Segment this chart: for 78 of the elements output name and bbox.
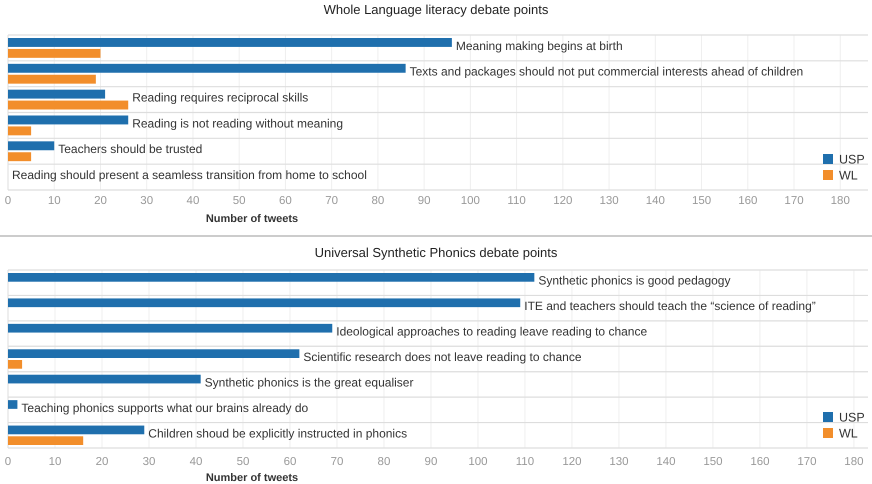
x-tick-label: 130 [599,195,619,207]
bar [8,116,128,124]
x-axis-title: Number of tweets [206,213,298,225]
bar [8,436,84,445]
bar [8,100,128,110]
x-tick-label: 120 [553,195,572,207]
y-tick-label: Reading is not reading without meaning [132,116,344,130]
bar [8,400,18,409]
chart-title: Universal Synthetic Phonics debate points [314,245,558,260]
y-tick-label: Children shoud be explicitly instructed in phonics [148,426,408,440]
x-tick-label: 150 [703,456,723,468]
bar [8,273,534,282]
y-tick-label: Ideological approaches to reading leave reading to chance [336,324,648,339]
y-tick-label: Synthetic phonics is good pedagogy [538,274,730,288]
x-tick-label: 130 [609,456,629,468]
legend-label: WL [839,168,858,182]
x-tick-label: 10 [48,195,61,207]
x-tick-label: 60 [284,456,296,468]
x-tick-label: 90 [418,195,431,207]
bar [8,360,22,369]
y-tick-label: Reading should present a seamless transition from home to school [12,168,367,182]
legend-label: USP [839,152,865,166]
x-tick-label: 180 [830,195,850,207]
x-tick-label: 140 [646,195,665,207]
x-tick-label: 40 [190,456,202,468]
bar [8,349,300,358]
legend-label: USP [839,410,865,424]
x-tick-label: 80 [378,456,390,468]
x-tick-label: 70 [325,195,338,207]
x-tick-label: 10 [48,456,62,468]
y-tick-label: Synthetic phonics is the great equaliser [204,375,414,390]
x-tick-label: 160 [750,456,770,468]
x-tick-label: 170 [797,456,816,468]
y-tick-label: Teaching phonics supports what our brains already do [21,400,309,415]
bar [8,48,100,58]
x-tick-label: 40 [186,195,200,207]
bar [8,141,54,150]
y-tick-label: Teachers should be trusted [58,142,202,156]
chart-title: Whole Language literacy debate points [324,2,549,17]
x-tick-label: 150 [692,195,712,207]
x-tick-label: 100 [468,456,488,468]
x-tick-label: 160 [738,195,758,207]
bar [8,298,520,308]
y-tick-label: Reading requires reciprocal skills [132,90,308,105]
x-tick-label: 20 [96,456,108,468]
x-tick-label: 30 [142,456,156,468]
x-tick-label: 30 [140,195,154,207]
bar [8,426,144,434]
bar [8,324,332,333]
y-tick-label: Texts and packages should not put commercial interests ahead of children [410,64,804,79]
x-tick-label: 110 [516,456,534,468]
x-tick-label: 110 [507,195,526,207]
bar [8,38,452,47]
x-tick-label: 0 [4,195,12,207]
legend-label: WL [839,426,858,440]
x-tick-label: 90 [424,456,438,468]
bar [8,126,32,136]
bar [8,90,106,99]
y-tick-label: Scientific research does not leave reading to chance [303,350,582,364]
x-tick-label: 70 [330,456,344,468]
y-tick-label: Meaning making begins at birth [456,38,623,53]
x-tick-label: 20 [94,195,107,207]
x-tick-label: 180 [844,456,864,468]
bar [8,374,201,384]
x-tick-label: 140 [656,456,676,468]
x-tick-label: 100 [460,195,480,207]
bar [8,64,406,73]
x-axis-title: Number of tweets [206,472,298,484]
x-tick-label: 50 [232,195,246,207]
bar [8,152,32,162]
x-tick-label: 50 [236,456,250,468]
y-tick-label: ITE and teachers should teach the “science of reading” [524,299,816,314]
x-tick-label: 120 [562,456,582,468]
x-tick-label: 80 [371,195,384,207]
x-tick-label: 170 [784,195,804,207]
x-tick-label: 60 [279,195,292,207]
bar [8,74,96,84]
x-tick-label: 0 [4,456,12,468]
